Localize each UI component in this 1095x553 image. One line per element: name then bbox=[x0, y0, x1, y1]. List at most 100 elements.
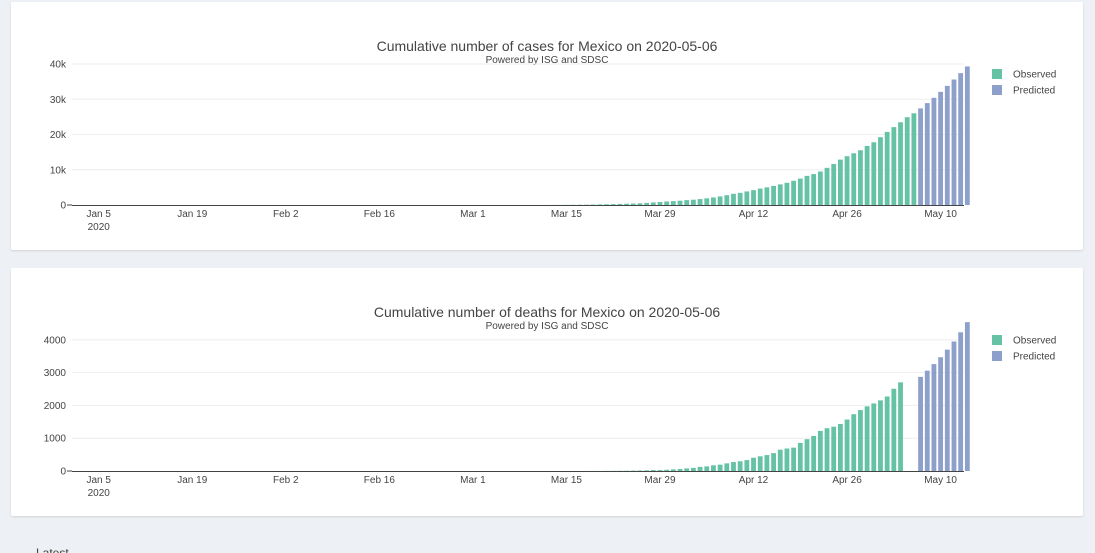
bar-observed[interactable] bbox=[637, 470, 643, 471]
bar-observed[interactable] bbox=[804, 439, 810, 471]
bar-observed[interactable] bbox=[851, 153, 857, 205]
bar-observed[interactable] bbox=[757, 456, 763, 471]
bar-observed[interactable] bbox=[677, 200, 683, 205]
bar-observed[interactable] bbox=[858, 410, 863, 471]
bar-observed[interactable] bbox=[898, 382, 903, 471]
bar-observed[interactable] bbox=[911, 113, 917, 205]
bar-predicted[interactable] bbox=[958, 332, 964, 471]
bar-observed[interactable] bbox=[837, 423, 843, 471]
bar-observed[interactable] bbox=[777, 449, 783, 471]
bar-observed[interactable] bbox=[864, 406, 870, 471]
bar-predicted[interactable] bbox=[918, 376, 923, 471]
bar-predicted[interactable] bbox=[951, 79, 957, 205]
bar-observed[interactable] bbox=[791, 447, 797, 471]
bar-observed[interactable] bbox=[704, 198, 710, 205]
bar-observed[interactable] bbox=[744, 191, 750, 205]
bar-observed[interactable] bbox=[657, 202, 663, 205]
bar-observed[interactable] bbox=[764, 455, 770, 471]
legend-label-observed[interactable]: Observed bbox=[1013, 70, 1056, 81]
bar-observed[interactable] bbox=[630, 203, 636, 205]
bar-observed[interactable] bbox=[697, 466, 703, 471]
bar-observed[interactable] bbox=[804, 175, 810, 205]
bar-observed[interactable] bbox=[617, 203, 623, 205]
bar-observed[interactable] bbox=[811, 435, 817, 471]
legend-label-predicted[interactable]: Predicted bbox=[1013, 86, 1055, 97]
bar-observed[interactable] bbox=[891, 388, 897, 471]
bar-observed[interactable] bbox=[824, 428, 830, 471]
bar-observed[interactable] bbox=[878, 400, 883, 471]
bar-observed[interactable] bbox=[771, 453, 776, 471]
bar-observed[interactable] bbox=[650, 202, 656, 205]
bar-observed[interactable] bbox=[604, 204, 609, 205]
bar-observed[interactable] bbox=[871, 142, 877, 205]
bar-observed[interactable] bbox=[717, 464, 723, 471]
bar-predicted[interactable] bbox=[964, 66, 970, 205]
bar-observed[interactable] bbox=[664, 201, 670, 206]
bar-observed[interactable] bbox=[791, 180, 797, 205]
bar-observed[interactable] bbox=[711, 465, 716, 471]
bar-observed[interactable] bbox=[811, 174, 817, 205]
bar-observed[interactable] bbox=[724, 195, 730, 205]
bar-observed[interactable] bbox=[597, 204, 603, 205]
bar-observed[interactable] bbox=[670, 469, 676, 471]
bar-observed[interactable] bbox=[650, 470, 656, 471]
bar-observed[interactable] bbox=[637, 203, 643, 205]
bar-observed[interactable] bbox=[884, 131, 890, 205]
bar-observed[interactable] bbox=[644, 202, 650, 205]
legend-label-observed[interactable]: Observed bbox=[1013, 336, 1056, 347]
bar-predicted[interactable] bbox=[951, 341, 957, 471]
bar-observed[interactable] bbox=[717, 196, 723, 205]
bar-predicted[interactable] bbox=[924, 103, 930, 205]
bar-observed[interactable] bbox=[610, 204, 616, 205]
bar-observed[interactable] bbox=[831, 163, 837, 205]
bar-observed[interactable] bbox=[898, 122, 903, 205]
bar-observed[interactable] bbox=[777, 184, 783, 205]
bar-observed[interactable] bbox=[797, 442, 803, 471]
legend-swatch-predicted[interactable] bbox=[992, 85, 1002, 95]
bar-observed[interactable] bbox=[817, 430, 823, 471]
bar-observed[interactable] bbox=[817, 171, 823, 205]
bar-observed[interactable] bbox=[624, 203, 629, 205]
legend-label-predicted[interactable]: Predicted bbox=[1013, 352, 1055, 363]
bar-observed[interactable] bbox=[751, 457, 756, 471]
bar-predicted[interactable] bbox=[944, 349, 950, 471]
bar-observed[interactable] bbox=[878, 137, 883, 205]
bar-predicted[interactable] bbox=[924, 370, 930, 471]
bar-observed[interactable] bbox=[858, 150, 863, 205]
bar-observed[interactable] bbox=[677, 469, 683, 471]
bar-observed[interactable] bbox=[837, 159, 843, 205]
bar-observed[interactable] bbox=[690, 467, 696, 471]
bar-predicted[interactable] bbox=[944, 85, 950, 205]
bar-observed[interactable] bbox=[737, 461, 743, 471]
legend-swatch-observed[interactable] bbox=[992, 69, 1002, 79]
bar-observed[interactable] bbox=[864, 145, 870, 205]
bar-observed[interactable] bbox=[871, 403, 877, 471]
bar-observed[interactable] bbox=[824, 167, 830, 205]
bar-observed[interactable] bbox=[797, 178, 803, 205]
bar-observed[interactable] bbox=[844, 156, 850, 205]
legend-swatch-observed[interactable] bbox=[992, 335, 1002, 345]
bar-observed[interactable] bbox=[664, 469, 670, 471]
bar-predicted[interactable] bbox=[938, 91, 944, 205]
legend-swatch-predicted[interactable] bbox=[992, 351, 1002, 361]
bar-predicted[interactable] bbox=[964, 322, 970, 471]
bar-observed[interactable] bbox=[891, 127, 897, 205]
bar-observed[interactable] bbox=[644, 470, 650, 471]
bar-observed[interactable] bbox=[724, 463, 730, 471]
bar-observed[interactable] bbox=[764, 187, 770, 205]
bar-predicted[interactable] bbox=[931, 97, 937, 205]
bar-observed[interactable] bbox=[697, 199, 703, 205]
bar-observed[interactable] bbox=[784, 182, 790, 205]
bar-observed[interactable] bbox=[690, 199, 696, 205]
bar-observed[interactable] bbox=[711, 197, 716, 205]
bar-observed[interactable] bbox=[751, 190, 756, 205]
bar-observed[interactable] bbox=[784, 448, 790, 471]
bar-observed[interactable] bbox=[684, 200, 690, 205]
bar-observed[interactable] bbox=[851, 414, 857, 471]
bar-observed[interactable] bbox=[731, 193, 736, 205]
bar-predicted[interactable] bbox=[958, 73, 964, 205]
bar-observed[interactable] bbox=[657, 470, 663, 471]
bar-observed[interactable] bbox=[731, 462, 736, 471]
bar-predicted[interactable] bbox=[918, 108, 923, 205]
bar-observed[interactable] bbox=[704, 466, 710, 471]
